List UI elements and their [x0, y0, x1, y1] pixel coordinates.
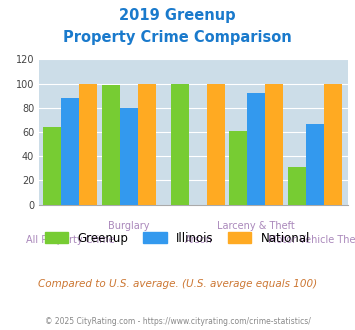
Bar: [229, 131, 247, 205]
Bar: [171, 83, 189, 205]
Bar: [207, 83, 225, 205]
Text: Larceny & Theft: Larceny & Theft: [217, 221, 294, 231]
Legend: Greenup, Illinois, National: Greenup, Illinois, National: [40, 227, 315, 249]
Text: Compared to U.S. average. (U.S. average equals 100): Compared to U.S. average. (U.S. average …: [38, 279, 317, 289]
Bar: [264, 83, 283, 205]
Bar: [61, 98, 79, 205]
Text: Property Crime Comparison: Property Crime Comparison: [63, 30, 292, 45]
Text: Burglary: Burglary: [108, 221, 150, 231]
Bar: [138, 83, 156, 205]
Text: All Property Crime: All Property Crime: [26, 235, 114, 245]
Bar: [79, 83, 97, 205]
Text: © 2025 CityRating.com - https://www.cityrating.com/crime-statistics/: © 2025 CityRating.com - https://www.city…: [45, 317, 310, 326]
Text: 2019 Greenup: 2019 Greenup: [119, 8, 236, 23]
Text: Arson: Arson: [185, 235, 212, 245]
Bar: [306, 123, 324, 205]
Bar: [288, 167, 306, 205]
Bar: [120, 108, 138, 205]
Text: Motor Vehicle Theft: Motor Vehicle Theft: [268, 235, 355, 245]
Bar: [324, 83, 342, 205]
Bar: [247, 93, 264, 205]
Bar: [102, 85, 120, 205]
Bar: [43, 127, 61, 205]
